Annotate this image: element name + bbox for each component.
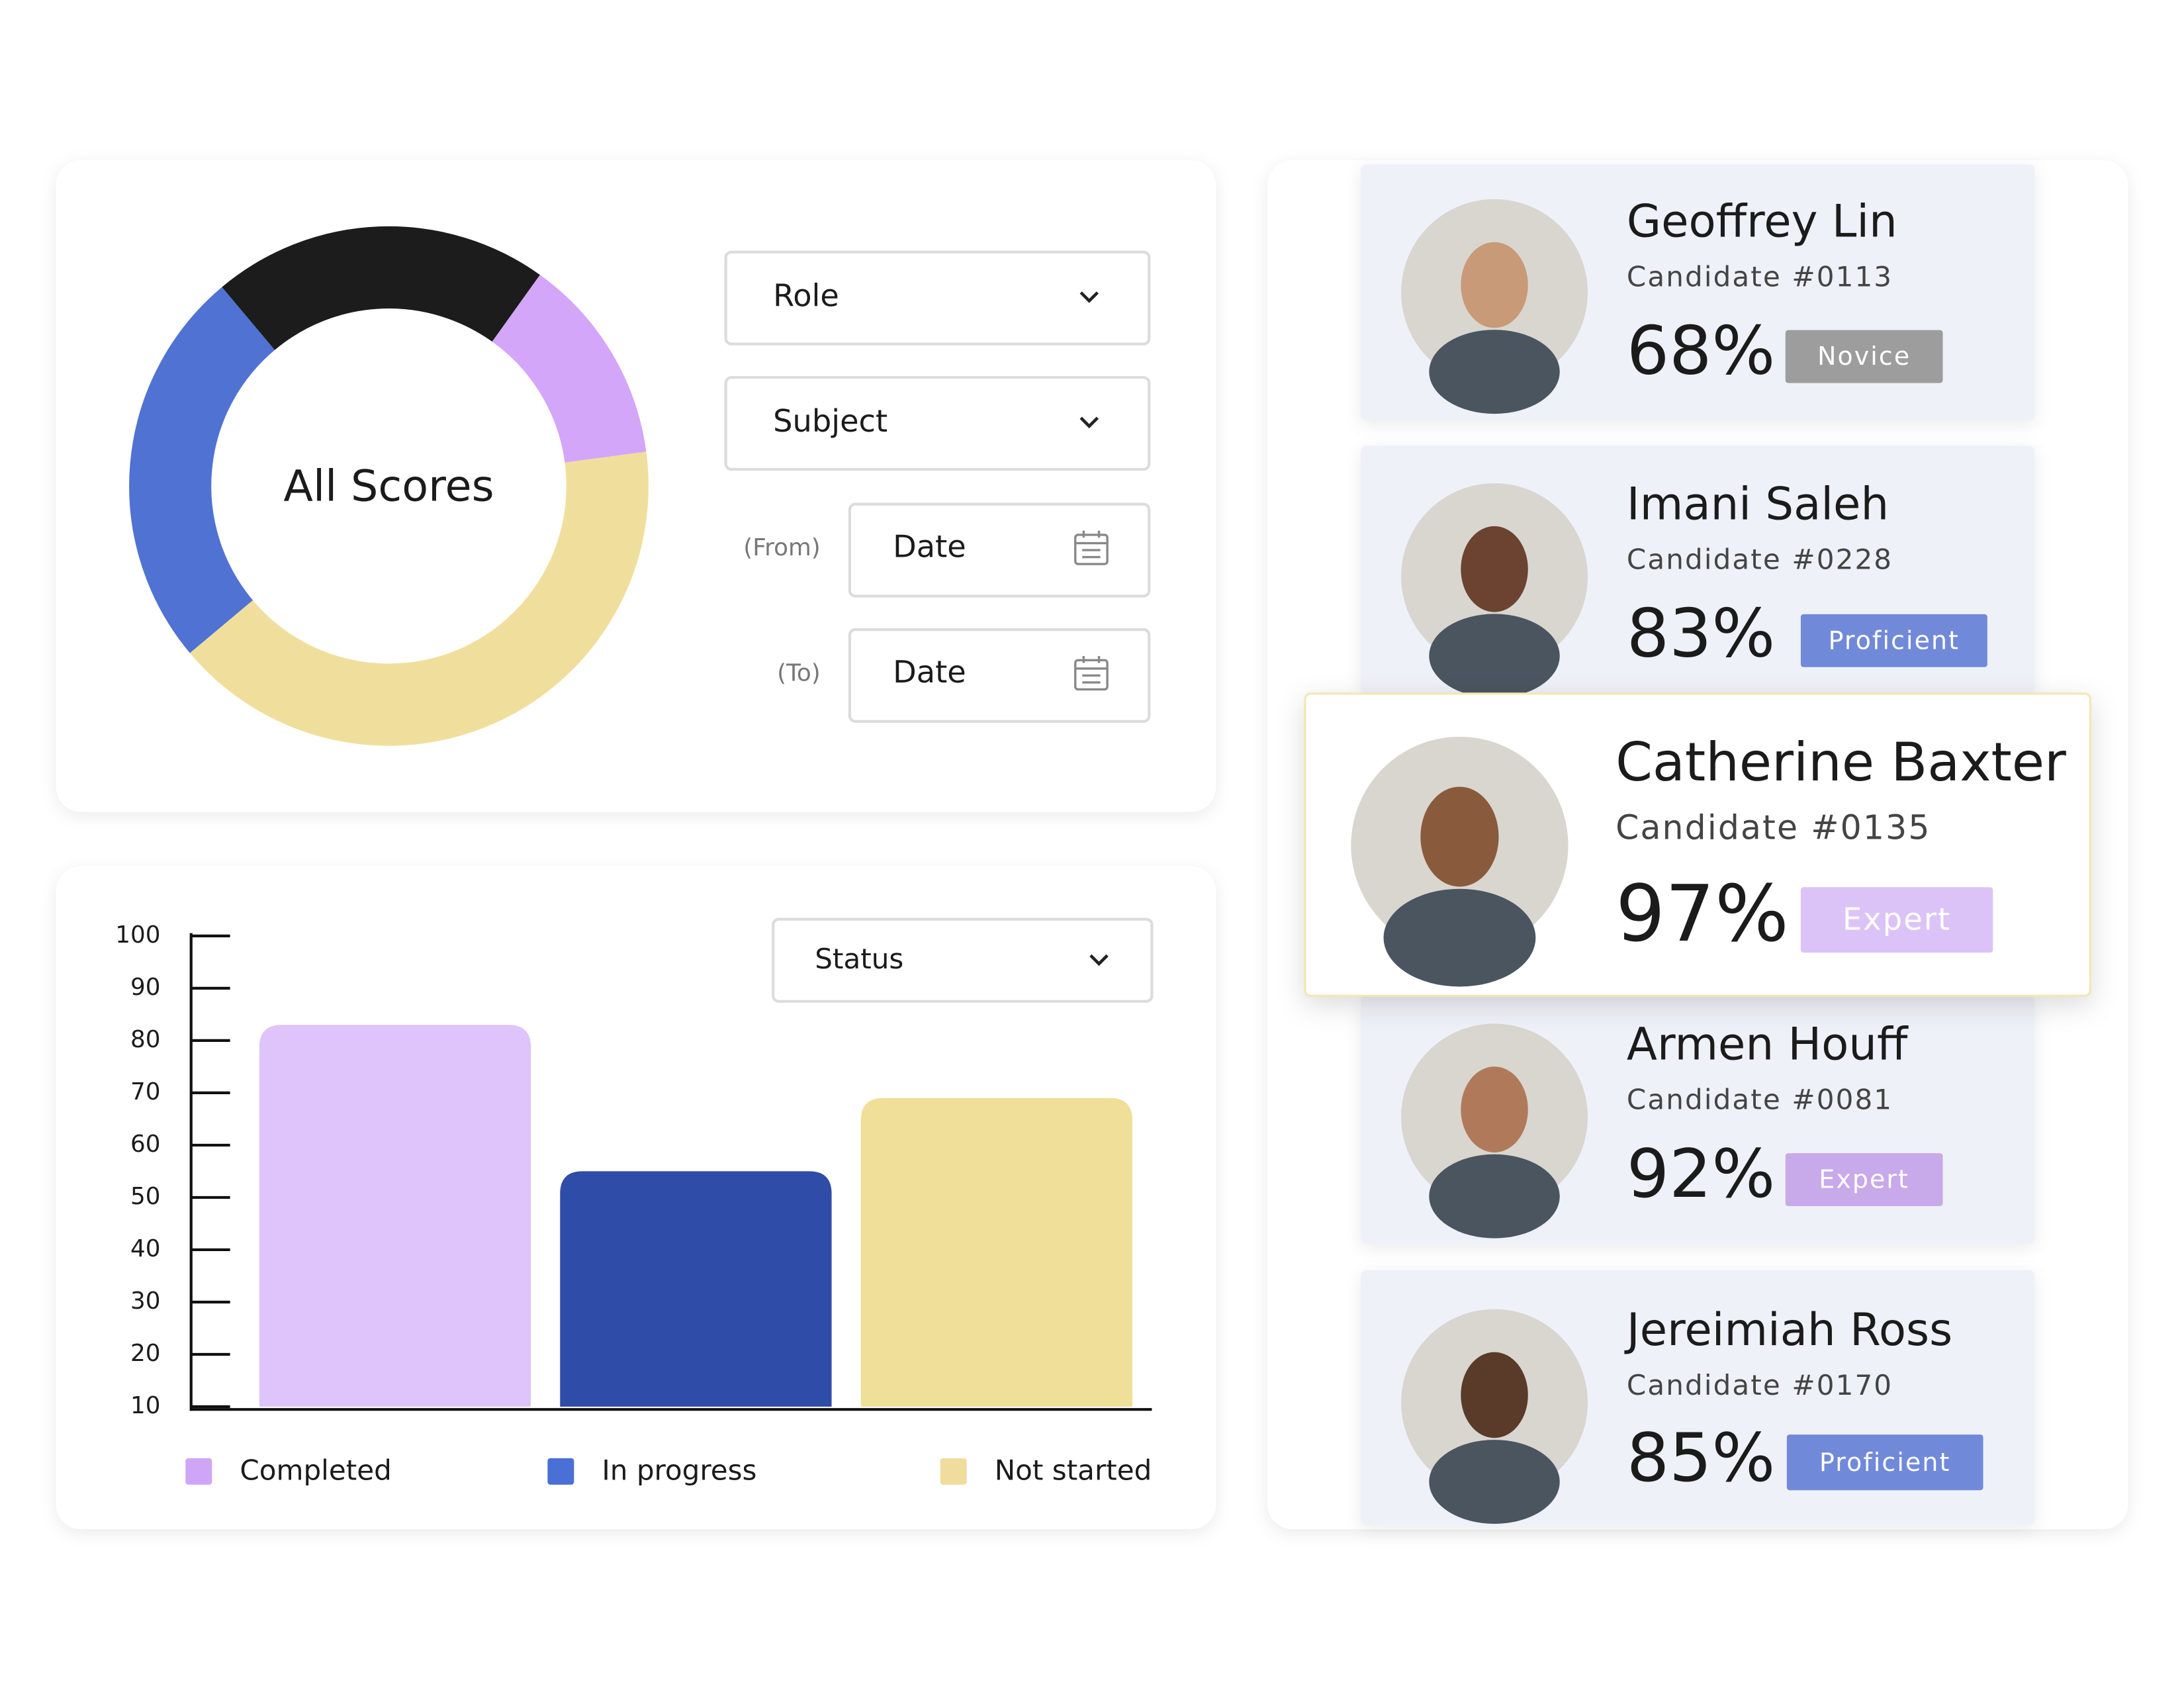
legend-swatch xyxy=(547,1458,574,1485)
candidate-name: Imani Saleh xyxy=(1627,478,1889,530)
donut-segment xyxy=(491,275,647,463)
photo-face xyxy=(1461,1352,1528,1438)
level-label: Expert xyxy=(1819,1165,1909,1194)
bar-chart: 10 20 30 40 50 60 70 80 90 100 Completed In progres… xyxy=(115,921,1152,1486)
chevron xyxy=(1079,416,1099,429)
photo-body xyxy=(1429,1154,1560,1239)
photo-body xyxy=(1383,888,1536,987)
bar xyxy=(860,1098,1133,1407)
from-date-text: Date xyxy=(893,528,966,564)
level-label: Novice xyxy=(1817,342,1911,371)
y-tick-label: 80 xyxy=(130,1026,161,1053)
y-tick-label: 30 xyxy=(130,1288,161,1315)
level-badge xyxy=(1786,1434,1983,1491)
candidate-score: 68% xyxy=(1627,311,1775,389)
y-tick-label: 20 xyxy=(130,1340,161,1367)
bar xyxy=(259,1025,531,1407)
candidate-id: Candidate #0113 xyxy=(1627,260,1893,293)
status-label: Status xyxy=(815,943,903,975)
y-tick-label: 100 xyxy=(115,921,160,949)
candidate-name: Armen Houff xyxy=(1627,1019,1909,1070)
photo-face xyxy=(1461,526,1528,612)
y-tick-label: 70 xyxy=(130,1078,161,1105)
donut-segment xyxy=(129,287,275,653)
role-dropdown[interactable] xyxy=(724,250,1151,346)
candidate-id: Candidate #0170 xyxy=(1627,1369,1893,1401)
level-label: Proficient xyxy=(1819,1448,1950,1477)
photo-body xyxy=(1429,330,1560,414)
donut-segment xyxy=(222,226,540,351)
donut-segment xyxy=(189,451,649,746)
level-label: Proficient xyxy=(1829,626,1960,655)
donut-title: All Scores xyxy=(283,461,494,512)
level-badge xyxy=(1785,330,1943,383)
filters: Role Subject (From) Date (To) Date Statu… xyxy=(724,250,1154,1003)
candidate-card[interactable]: Armen Houff Candidate #0081 92% Expert xyxy=(1361,996,2035,1244)
candidate-card[interactable]: Catherine Baxter Candidate #0135 97% Expert xyxy=(1304,692,2092,997)
legend-swatch xyxy=(940,1458,967,1485)
y-tick-label: 40 xyxy=(130,1235,161,1262)
to-date-text: Date xyxy=(893,654,966,690)
legend-label: In progress xyxy=(602,1454,756,1486)
photo-face xyxy=(1461,242,1528,328)
chevron xyxy=(1089,954,1109,966)
candidate-id: Candidate #0135 xyxy=(1615,808,1931,847)
legend-label: Not started xyxy=(995,1454,1152,1486)
y-tick-label: 50 xyxy=(130,1183,161,1210)
level-badge xyxy=(1800,614,1987,667)
candidate-list: Geoffrey Lin Candidate #0113 68% Novice Iman… xyxy=(1304,164,2092,1525)
subject-label: Subject xyxy=(773,403,887,439)
level-label: Expert xyxy=(1843,901,1951,937)
photo-body xyxy=(1429,614,1560,698)
calendar-icons xyxy=(1074,530,1109,691)
y-tick-label: 60 xyxy=(130,1131,161,1158)
level-badge xyxy=(1800,887,1993,953)
chevron xyxy=(1079,291,1099,303)
candidate-id: Candidate #0081 xyxy=(1627,1084,1893,1116)
subject-dropdown[interactable] xyxy=(724,376,1151,471)
candidate-name: Catherine Baxter xyxy=(1615,731,2066,793)
candidate-id: Candidate #0228 xyxy=(1627,543,1893,575)
legend-label: Completed xyxy=(240,1454,391,1486)
candidate-score: 97% xyxy=(1615,868,1789,959)
status-dropdown[interactable] xyxy=(772,917,1154,1003)
legend-swatch xyxy=(185,1458,212,1485)
photo-face xyxy=(1420,786,1499,887)
to-label: (To) xyxy=(777,659,821,686)
bar xyxy=(560,1171,832,1407)
candidate-score: 85% xyxy=(1627,1419,1775,1497)
photo-face xyxy=(1461,1066,1528,1152)
candidate-card[interactable]: Jereimiah Ross Candidate #0170 85% Proficie… xyxy=(1361,1270,2035,1525)
role-label: Role xyxy=(773,278,839,314)
candidate-name: Jereimiah Ross xyxy=(1624,1304,1952,1356)
level-badge xyxy=(1785,1153,1943,1207)
candidate-score: 92% xyxy=(1627,1135,1775,1213)
y-tick-label: 90 xyxy=(130,974,161,1001)
to-date[interactable] xyxy=(848,628,1151,723)
candidate-score: 83% xyxy=(1627,594,1775,672)
candidate-name: Geoffrey Lin xyxy=(1627,195,1897,247)
y-tick-label: 10 xyxy=(130,1392,161,1419)
donut-chart: All Scores xyxy=(129,226,649,746)
candidate-card[interactable]: Geoffrey Lin Candidate #0113 68% Novice xyxy=(1361,164,2035,421)
candidate-card[interactable]: Imani Saleh Candidate #0228 83% Proficient xyxy=(1361,445,2035,698)
photo-body xyxy=(1429,1440,1560,1524)
from-label: (From) xyxy=(743,534,820,561)
from-date[interactable] xyxy=(848,502,1151,598)
